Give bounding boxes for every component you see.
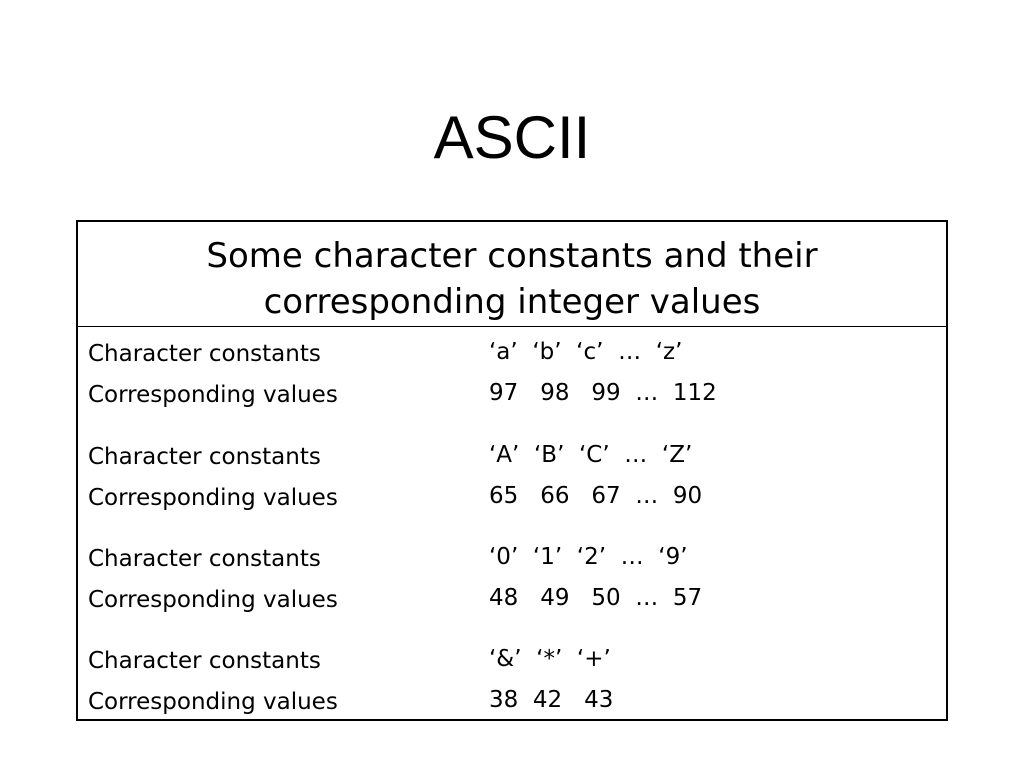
row-label: Corresponding values bbox=[88, 485, 338, 511]
row-value: 48 49 50 … 57 bbox=[489, 585, 703, 611]
table-header: Some character constants and their corre… bbox=[78, 222, 946, 327]
row-label: Corresponding values bbox=[88, 587, 338, 613]
table-row: Corresponding values 48 49 50 … 57 bbox=[78, 580, 946, 621]
row-label: Character constants bbox=[88, 648, 321, 674]
row-label: Corresponding values bbox=[88, 689, 338, 715]
row-value: ‘&’ ‘*’ ‘+’ bbox=[489, 646, 611, 672]
row-value: ‘a’ ‘b’ ‘c’ … ‘z’ bbox=[489, 339, 683, 365]
table-group-uppercase: Character constants ‘A’ ‘B’ ‘C’ … ‘Z’ Co… bbox=[78, 437, 946, 519]
row-label: Corresponding values bbox=[88, 382, 338, 408]
table-header-line-1: Some character constants and their bbox=[206, 236, 818, 276]
ascii-table: Some character constants and their corre… bbox=[76, 220, 948, 721]
table-group-digits: Character constants ‘0’ ‘1’ ‘2’ … ‘9’ Co… bbox=[78, 539, 946, 621]
table-header-line-2: corresponding integer values bbox=[263, 282, 761, 322]
row-label: Character constants bbox=[88, 546, 321, 572]
table-row: Character constants ‘a’ ‘b’ ‘c’ … ‘z’ bbox=[78, 334, 946, 375]
table-row: Character constants ‘&’ ‘*’ ‘+’ bbox=[78, 641, 946, 682]
table-group-symbols: Character constants ‘&’ ‘*’ ‘+’ Correspo… bbox=[78, 641, 946, 723]
table-row: Corresponding values 97 98 99 … 112 bbox=[78, 375, 946, 416]
row-label: Character constants bbox=[88, 444, 321, 470]
row-label: Character constants bbox=[88, 341, 321, 367]
table-group-lowercase: Character constants ‘a’ ‘b’ ‘c’ … ‘z’ Co… bbox=[78, 334, 946, 416]
table-row: Character constants ‘A’ ‘B’ ‘C’ … ‘Z’ bbox=[78, 437, 946, 478]
row-value: 97 98 99 … 112 bbox=[489, 380, 717, 406]
row-value: 65 66 67 … 90 bbox=[489, 483, 703, 509]
row-value: ‘0’ ‘1’ ‘2’ … ‘9’ bbox=[489, 544, 688, 570]
slide-title: ASCII bbox=[433, 104, 591, 171]
table-row: Corresponding values 38 42 43 bbox=[78, 682, 946, 723]
row-value: ‘A’ ‘B’ ‘C’ … ‘Z’ bbox=[489, 442, 693, 468]
row-value: 38 42 43 bbox=[489, 687, 614, 713]
table-row: Character constants ‘0’ ‘1’ ‘2’ … ‘9’ bbox=[78, 539, 946, 580]
table-row: Corresponding values 65 66 67 … 90 bbox=[78, 478, 946, 519]
